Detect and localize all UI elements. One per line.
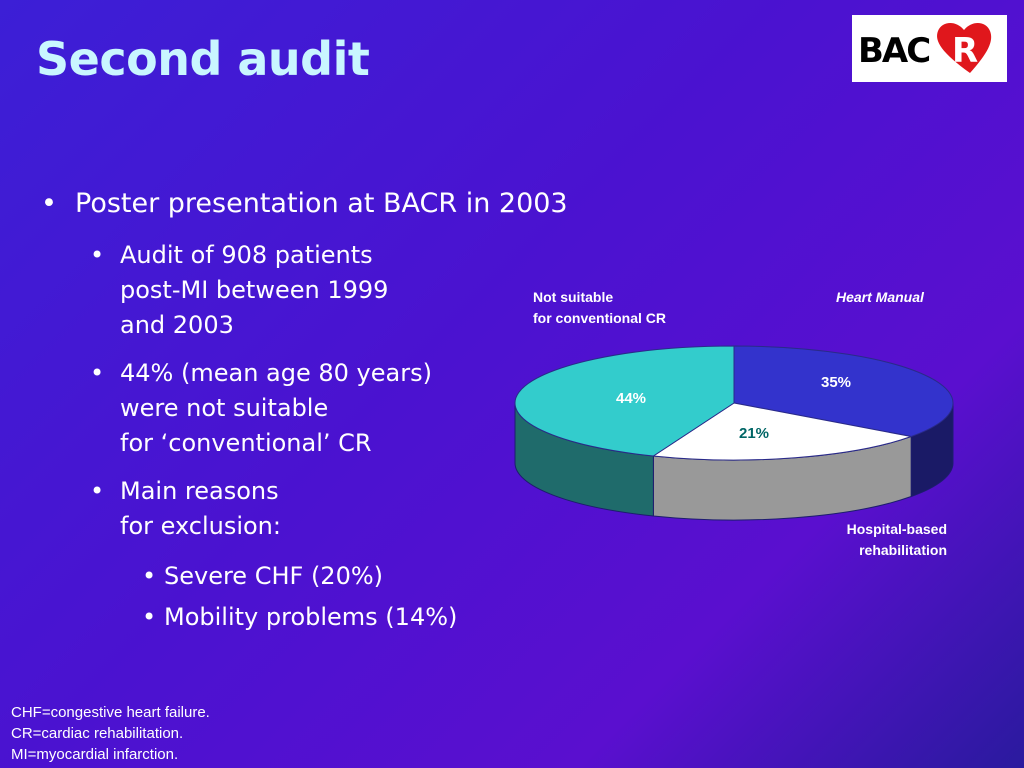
pie-value-label-1: 35% [821,374,851,391]
footnote-chf: CHF=congestive heart failure. [11,704,210,721]
bullet-reasons: • Main reasons for exclusion: [90,477,281,540]
bullet-audit: • Audit of 908 patients post-MI between … [90,241,389,339]
legend-label-not-suitable: Not suitable for conventional CR [533,289,667,326]
bacr-logo: BAC R [852,15,1007,82]
sub-bullet-chf: • Severe CHF (20%) [142,562,384,590]
footnote-cr: CR=cardiac rehabilitation. [11,725,184,742]
pie-value-label-0: 44% [616,390,646,407]
slide-title: Second audit [36,32,370,86]
legend-label-heart-manual: Heart Manual [836,289,924,305]
svg-text:R: R [952,31,978,71]
bullet-poster: • Poster presentation at BACR in 2003 [41,188,568,219]
pie-slice-0 [514,345,735,457]
footnote-mi: MI=myocardial infarction. [11,746,179,763]
svg-text:BAC: BAC [858,31,929,71]
pie-slice-2 [651,402,914,461]
footnotes: CHF=congestive heart failure. CR=cardiac… [11,702,210,765]
pie-value-label-2: 21% [739,425,769,442]
pie-slice-1 [733,345,954,438]
sub-bullet-mobility: • Mobility problems (14%) [142,603,458,631]
bullet-not-suitable: • 44% (mean age 80 years) were not suita… [90,359,432,457]
legend-label-hospital-based: Hospital-based rehabilitation [846,521,947,558]
